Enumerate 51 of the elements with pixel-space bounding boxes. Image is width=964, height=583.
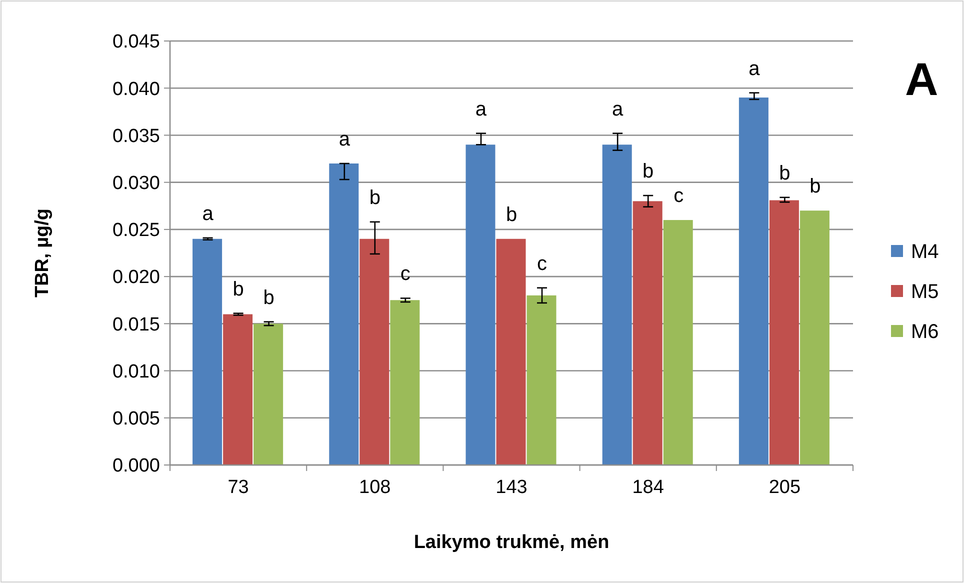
bar: [496, 238, 526, 465]
annotation: b: [369, 186, 380, 209]
annotation: a: [338, 128, 351, 150]
bar: [602, 144, 632, 465]
annotation: a: [202, 202, 214, 225]
bar: [223, 314, 253, 465]
annotation: a: [748, 58, 761, 80]
x-tick-label: 143: [496, 477, 528, 498]
x-axis-title: Laikymo trukmė, mėn: [414, 532, 610, 553]
bar: [800, 210, 830, 465]
bar: [632, 201, 662, 465]
legend-label: M6: [911, 321, 939, 343]
y-tick-label: 0.010: [112, 361, 160, 382]
x-tick-label: 108: [359, 477, 391, 498]
y-axis-title: TBR, µg/g: [32, 208, 53, 298]
annotation: b: [263, 286, 274, 309]
text: A: [905, 53, 938, 105]
y-tick-label: 0.015: [112, 314, 160, 336]
annotation: b: [779, 162, 790, 184]
bar: [254, 324, 284, 465]
bar: [769, 200, 799, 465]
annotation: c: [537, 252, 548, 275]
bar: [390, 300, 420, 465]
annotation: b: [506, 204, 518, 226]
annotation: b: [232, 278, 244, 300]
bar: [329, 163, 359, 465]
legend-label: M5: [911, 281, 939, 303]
annotation: c: [400, 263, 410, 286]
y-tick-label: 0.035: [112, 126, 160, 147]
y-tick-label: 0.045: [112, 32, 160, 53]
bar: [526, 295, 556, 465]
bar: [192, 238, 222, 465]
annotation: a: [475, 98, 488, 120]
y-tick-label: 0.030: [112, 172, 160, 194]
y-tick-label: 0.000: [112, 456, 160, 477]
annotation: a: [612, 98, 624, 120]
x-tick-label: 184: [632, 477, 664, 498]
y-tick-label: 0.005: [112, 408, 160, 430]
bar: [738, 98, 768, 465]
y-tick-label: 0.020: [112, 267, 160, 288]
y-tick-label: 0.025: [112, 220, 160, 242]
annotation: b: [810, 176, 821, 198]
bar: [466, 144, 496, 465]
y-tick-label: 0.040: [112, 78, 160, 100]
annotation: c: [674, 185, 684, 208]
x-tick-label: 205: [768, 477, 801, 498]
bar: [663, 220, 693, 465]
annotation: b: [642, 160, 654, 183]
x-tick-label: 73: [228, 477, 249, 498]
bar: [360, 238, 390, 465]
legend-label: M4: [911, 241, 939, 263]
